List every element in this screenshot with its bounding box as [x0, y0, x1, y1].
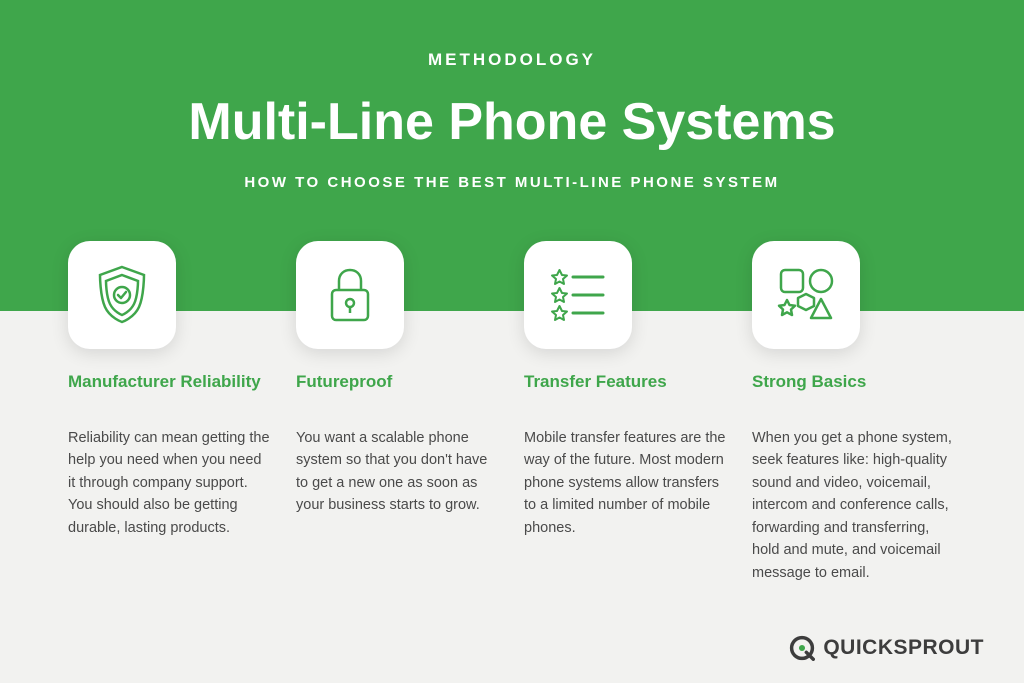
brand-logo: QUICKSPROUT [789, 635, 984, 661]
card-manufacturer-reliability: Manufacturer Reliability Reliability can… [68, 241, 272, 584]
card-title: Transfer Features [524, 371, 728, 413]
card-body: Mobile transfer features are the way of … [524, 427, 728, 539]
star-list-icon [524, 241, 632, 349]
card-futureproof: Futureproof You want a scalable phone sy… [296, 241, 500, 584]
card-strong-basics: Strong Basics When you get a phone syste… [752, 241, 956, 584]
card-title: Manufacturer Reliability [68, 371, 272, 413]
card-body: You want a scalable phone system so that… [296, 427, 500, 517]
card-body: When you get a phone system, seek featur… [752, 427, 956, 584]
card-title: Futureproof [296, 371, 500, 413]
page-title: Multi-Line Phone Systems [40, 92, 984, 152]
card-body: Reliability can mean getting the help yo… [68, 427, 272, 539]
shapes-icon [752, 241, 860, 349]
eyebrow: METHODOLOGY [40, 50, 984, 70]
shield-check-icon [68, 241, 176, 349]
lock-icon [296, 241, 404, 349]
brand-mark-icon [789, 635, 815, 661]
subtitle: HOW TO CHOOSE THE BEST MULTI-LINE PHONE … [40, 174, 984, 191]
card-row: Manufacturer Reliability Reliability can… [0, 241, 1024, 584]
card-title: Strong Basics [752, 371, 956, 413]
brand-name: QUICKSPROUT [823, 636, 984, 660]
card-transfer-features: Transfer Features Mobile transfer featur… [524, 241, 728, 584]
